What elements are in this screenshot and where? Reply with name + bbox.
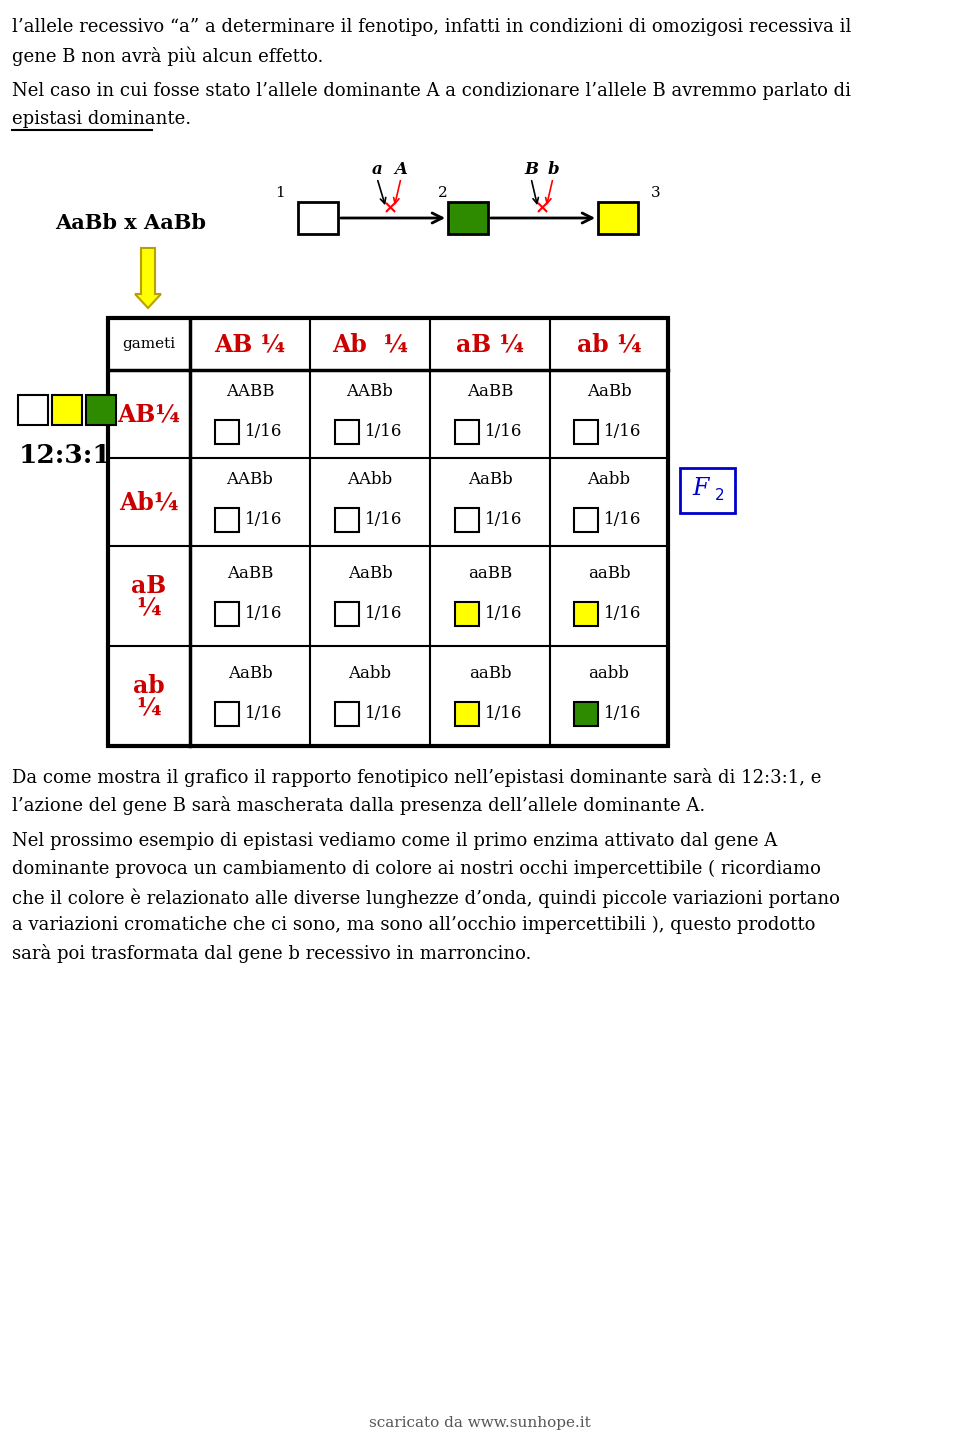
Text: 12:3:1: 12:3:1	[18, 443, 111, 468]
Text: AaBb: AaBb	[228, 665, 273, 682]
Text: 1/16: 1/16	[245, 706, 282, 723]
Bar	[335, 601, 359, 626]
Bar	[215, 601, 239, 626]
Text: 1/16: 1/16	[365, 606, 402, 623]
Text: sarà poi trasformata dal gene b recessivo in marroncino.: sarà poi trasformata dal gene b recessiv…	[12, 943, 532, 964]
Bar	[455, 420, 479, 443]
Bar	[574, 701, 598, 726]
Bar	[448, 201, 488, 233]
Text: 1/16: 1/16	[365, 706, 402, 723]
Text: AaBB: AaBB	[467, 384, 514, 400]
Bar	[680, 468, 735, 513]
Text: 1/16: 1/16	[485, 511, 522, 529]
Text: Ab  ¼: Ab ¼	[332, 332, 408, 356]
Bar	[108, 317, 668, 746]
Text: 1/16: 1/16	[485, 606, 522, 623]
Text: aB: aB	[132, 574, 167, 598]
Text: ab ¼: ab ¼	[577, 332, 641, 356]
Text: aaBB: aaBB	[468, 565, 512, 582]
Text: AB ¼: AB ¼	[214, 332, 285, 356]
Text: AaBb: AaBb	[348, 565, 393, 582]
Text: b: b	[547, 161, 559, 178]
Text: aaBb: aaBb	[468, 665, 512, 682]
Text: gene B non avrà più alcun effetto.: gene B non avrà più alcun effetto.	[12, 46, 324, 65]
Text: 1/16: 1/16	[365, 423, 402, 440]
Bar	[52, 396, 82, 425]
Text: ¼: ¼	[136, 596, 161, 620]
FancyArrow shape	[135, 248, 161, 309]
Text: ab: ab	[133, 674, 165, 698]
Text: Nel prossimo esempio di epistasi vediamo come il primo enzima attivato dal gene : Nel prossimo esempio di epistasi vediamo…	[12, 832, 778, 851]
Text: 2: 2	[438, 185, 448, 200]
Text: l’azione del gene B sarà mascherata dalla presenza dell’allele dominante A.: l’azione del gene B sarà mascherata dall…	[12, 796, 706, 814]
Text: 1/16: 1/16	[245, 511, 282, 529]
Bar	[215, 420, 239, 443]
Text: Da come mostra il grafico il rapporto fenotipico nell’epistasi dominante sarà di: Da come mostra il grafico il rapporto fe…	[12, 768, 822, 787]
Text: AaBb: AaBb	[587, 384, 632, 400]
Text: 1/16: 1/16	[604, 423, 641, 440]
Text: 1/16: 1/16	[604, 606, 641, 623]
Text: F: F	[693, 477, 709, 500]
Text: 1/16: 1/16	[245, 606, 282, 623]
Text: Aabb: Aabb	[348, 665, 392, 682]
Text: AaBB: AaBB	[227, 565, 274, 582]
Text: ×: ×	[535, 199, 549, 217]
Text: Aabb: Aabb	[588, 471, 631, 488]
Text: Nel caso in cui fosse stato l’allele dominante A a condizionare l’allele B avrem: Nel caso in cui fosse stato l’allele dom…	[12, 83, 851, 100]
Text: 1/16: 1/16	[365, 511, 402, 529]
Bar	[574, 509, 598, 532]
Text: AB¼: AB¼	[117, 401, 180, 426]
Text: a variazioni cromatiche che ci sono, ma sono all’occhio impercettibili ), questo: a variazioni cromatiche che ci sono, ma …	[12, 916, 815, 935]
Bar	[298, 201, 338, 233]
Text: 3: 3	[651, 185, 660, 200]
Text: l’allele recessivo “a” a determinare il fenotipo, infatti in condizioni di omozi: l’allele recessivo “a” a determinare il …	[12, 17, 852, 36]
Text: AaBb: AaBb	[468, 471, 513, 488]
Text: ×: ×	[382, 199, 397, 217]
Text: 1/16: 1/16	[245, 423, 282, 440]
Bar	[335, 701, 359, 726]
Text: 2: 2	[715, 488, 725, 503]
Text: che il colore è relazionato alle diverse lunghezze d’onda, quindi piccole variaz: che il colore è relazionato alle diverse…	[12, 888, 840, 907]
Text: 1/16: 1/16	[485, 706, 522, 723]
Text: A: A	[395, 161, 407, 178]
Bar	[215, 509, 239, 532]
Text: epistasi dominante.: epistasi dominante.	[12, 110, 191, 128]
Bar	[598, 201, 638, 233]
Bar	[86, 396, 116, 425]
Text: aB ¼: aB ¼	[456, 332, 524, 356]
Bar	[455, 601, 479, 626]
Text: ¼: ¼	[136, 696, 161, 720]
Text: Ab¼: Ab¼	[119, 490, 179, 514]
Text: B: B	[524, 161, 538, 178]
Bar	[455, 701, 479, 726]
Text: AAbb: AAbb	[348, 471, 393, 488]
Text: 1/16: 1/16	[604, 511, 641, 529]
Text: AaBb x AaBb: AaBb x AaBb	[55, 213, 206, 233]
Text: scaricato da www.sunhope.it: scaricato da www.sunhope.it	[370, 1416, 590, 1430]
Text: 1/16: 1/16	[485, 423, 522, 440]
Text: AABb: AABb	[227, 471, 274, 488]
Text: dominante provoca un cambiamento di colore ai nostri occhi impercettibile ( rico: dominante provoca un cambiamento di colo…	[12, 861, 821, 878]
Bar	[574, 420, 598, 443]
Bar	[18, 396, 48, 425]
Bar	[455, 509, 479, 532]
Text: aabb: aabb	[588, 665, 630, 682]
Text: 1/16: 1/16	[604, 706, 641, 723]
Text: a: a	[372, 161, 382, 178]
Text: gameti: gameti	[123, 338, 176, 351]
Bar	[335, 509, 359, 532]
Text: 1: 1	[276, 185, 285, 200]
Text: AABB: AABB	[226, 384, 275, 400]
Bar	[335, 420, 359, 443]
Bar	[215, 701, 239, 726]
Bar	[574, 601, 598, 626]
Text: AABb: AABb	[347, 384, 394, 400]
Text: aaBb: aaBb	[588, 565, 631, 582]
